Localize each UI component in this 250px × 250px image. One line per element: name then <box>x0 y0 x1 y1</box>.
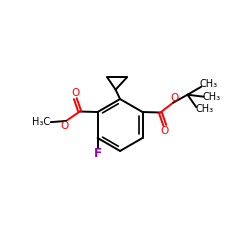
Text: CH₃: CH₃ <box>203 92 221 102</box>
Text: O: O <box>61 121 69 131</box>
Text: CH₃: CH₃ <box>200 79 218 89</box>
Text: F: F <box>94 147 102 160</box>
Text: H₃C: H₃C <box>32 117 50 127</box>
Text: CH₃: CH₃ <box>195 104 214 114</box>
Text: O: O <box>71 88 80 98</box>
Text: O: O <box>170 93 179 103</box>
Text: O: O <box>161 126 169 136</box>
